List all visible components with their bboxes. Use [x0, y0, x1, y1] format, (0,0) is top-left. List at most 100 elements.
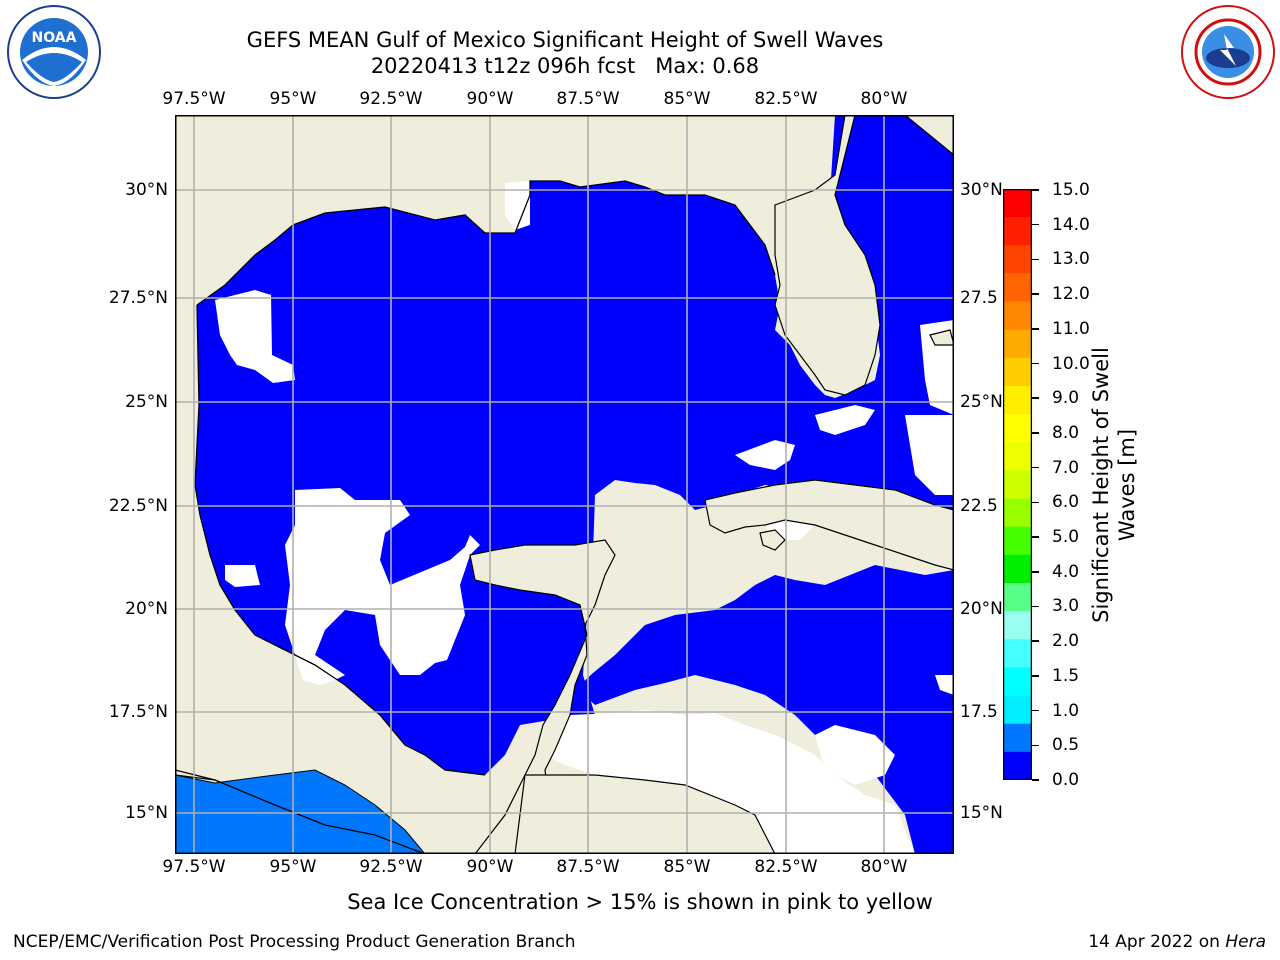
chart-subtitle: 20220413 t12z 096h fcst Max: 0.68	[370, 54, 760, 78]
colorbar	[1003, 189, 1032, 780]
lon-label: 95°W	[269, 857, 317, 877]
no-data-regions	[215, 181, 954, 854]
colorbar-swatch	[1003, 329, 1032, 359]
lat-label: 17.5	[960, 702, 998, 722]
lon-label: 85°W	[663, 89, 711, 109]
colorbar-swatch	[1003, 357, 1032, 387]
colorbar-tick-mark	[1032, 744, 1039, 747]
colorbar-swatch	[1003, 414, 1032, 443]
colorbar-tick-label: 0.5	[1052, 735, 1080, 756]
colorbar-swatch	[1003, 470, 1032, 500]
gulf-swell-region	[195, 115, 954, 854]
colorbar-tick-label: 15.0	[1052, 180, 1090, 200]
footer-branch: NCEP/EMC/Verification Post Processing Pr…	[13, 932, 576, 952]
colorbar-label-text: Significant Height of Swell Waves [m]	[1089, 347, 1139, 623]
gulf-coastline-west	[194, 304, 486, 776]
colorbar-tick-label: 9.0	[1052, 388, 1080, 409]
colorbar-tick-mark	[1032, 258, 1039, 261]
lat-label: 25°N	[960, 392, 1003, 412]
colorbar-swatch	[1003, 751, 1032, 780]
footer-host: Hera	[1225, 932, 1266, 952]
lon-label: 92.5°W	[359, 857, 423, 877]
colorbar-tick-label: 6.0	[1052, 492, 1080, 513]
colorbar-swatch	[1003, 217, 1032, 246]
colorbar-tick-mark	[1032, 466, 1039, 469]
colorbar-frame	[1003, 189, 1032, 780]
lat-label: 25°N	[125, 392, 168, 412]
lat-label: 22.5°N	[108, 496, 168, 516]
lat-label: 27.5°N	[108, 288, 168, 308]
lon-label: 97.5°W	[162, 857, 226, 877]
colorbar-tick-mark	[1032, 779, 1039, 781]
colorbar-tick-label: 0.0	[1052, 770, 1080, 790]
colorbar-swatch	[1003, 667, 1032, 697]
lat-label: 30°N	[960, 180, 1003, 200]
lon-label: 87.5°W	[556, 857, 620, 877]
colorbar-swatch	[1003, 301, 1032, 331]
pacific-coastline	[175, 769, 426, 854]
colorbar-tick-mark	[1032, 432, 1039, 434]
lon-label: 80°W	[860, 89, 908, 109]
colorbar-swatch	[1003, 526, 1032, 556]
colorbar-swatch	[1003, 442, 1032, 471]
colorbar-swatch	[1003, 498, 1032, 528]
colorbar-tick-label: 7.0	[1052, 457, 1080, 478]
colorbar-tick-mark	[1032, 571, 1039, 573]
colorbar-tick-mark	[1032, 640, 1039, 642]
colorbar-swatch	[1003, 189, 1032, 218]
footer-date-text: 14 Apr 2022 on	[1088, 932, 1226, 952]
chart-title: GEFS MEAN Gulf of Mexico Significant Hei…	[246, 28, 884, 52]
colorbar-tick-label: 4.0	[1052, 561, 1080, 582]
colorbar-tick-label: 10.0	[1052, 353, 1090, 374]
lon-label: 82.5°W	[754, 89, 818, 109]
lat-label: 20°N	[125, 599, 168, 619]
lat-label: 20°N	[960, 599, 1003, 619]
colorbar-tick-label: 14.0	[1052, 214, 1090, 235]
colorbar-tick-mark	[1032, 709, 1039, 712]
colorbar-tick-label: 13.0	[1052, 249, 1090, 270]
map-frame	[175, 115, 954, 854]
colorbar-tick-label: 1.0	[1052, 700, 1080, 721]
colorbar-swatch	[1003, 695, 1032, 725]
nws-logo-icon	[1178, 4, 1278, 100]
colorbar-swatch	[1003, 639, 1032, 668]
lon-label: 92.5°W	[359, 89, 423, 109]
lat-label: 17.5°N	[108, 702, 168, 722]
lon-label: 82.5°W	[754, 857, 818, 877]
colorbar-swatch	[1003, 245, 1032, 274]
colorbar-tick-mark	[1032, 675, 1039, 677]
colorbar-swatch	[1003, 386, 1032, 415]
lon-label: 97.5°W	[162, 89, 226, 109]
colorbar-tick-mark	[1032, 605, 1039, 608]
colorbar-tick-label: 12.0	[1052, 284, 1090, 305]
colorbar-swatch	[1003, 554, 1032, 584]
noaa-logo-icon: NOAA	[4, 4, 104, 100]
lon-label: 85°W	[663, 857, 711, 877]
colorbar-label: Significant Height of Swell Waves [m]	[1088, 335, 1140, 635]
colorbar-tick-mark	[1032, 223, 1039, 226]
lat-label: 15°N	[960, 803, 1003, 823]
colorbar-tick-mark	[1032, 328, 1039, 330]
colorbar-tick-label: 11.0	[1052, 318, 1090, 339]
colorbar-tick-mark	[1032, 397, 1039, 399]
colorbar-swatch	[1003, 723, 1032, 753]
colorbar-tick-mark	[1032, 293, 1039, 295]
colorbar-tick-label: 5.0	[1052, 527, 1080, 548]
lon-label: 95°W	[269, 89, 317, 109]
footer-date: 14 Apr 2022 on Hera	[1088, 932, 1266, 952]
colorbar-tick-mark	[1032, 501, 1039, 504]
colorbar-tick-label: 1.5	[1052, 665, 1080, 686]
lon-label: 90°W	[466, 857, 514, 877]
lat-label: 22.5	[960, 496, 998, 516]
colorbar-tick-label: 8.0	[1052, 422, 1080, 443]
colorbar-swatch	[1003, 583, 1032, 612]
gulf-of-mexico-map	[175, 115, 954, 854]
colorbar-tick-mark	[1032, 189, 1039, 191]
noaa-logo-text: NOAA	[32, 30, 77, 46]
graticule	[175, 115, 954, 854]
gulf-coastline-north	[196, 180, 776, 306]
lon-label: 87.5°W	[556, 89, 620, 109]
lon-label: 90°W	[466, 89, 514, 109]
colorbar-swatch	[1003, 611, 1032, 640]
lat-label: 27.5	[960, 288, 998, 308]
